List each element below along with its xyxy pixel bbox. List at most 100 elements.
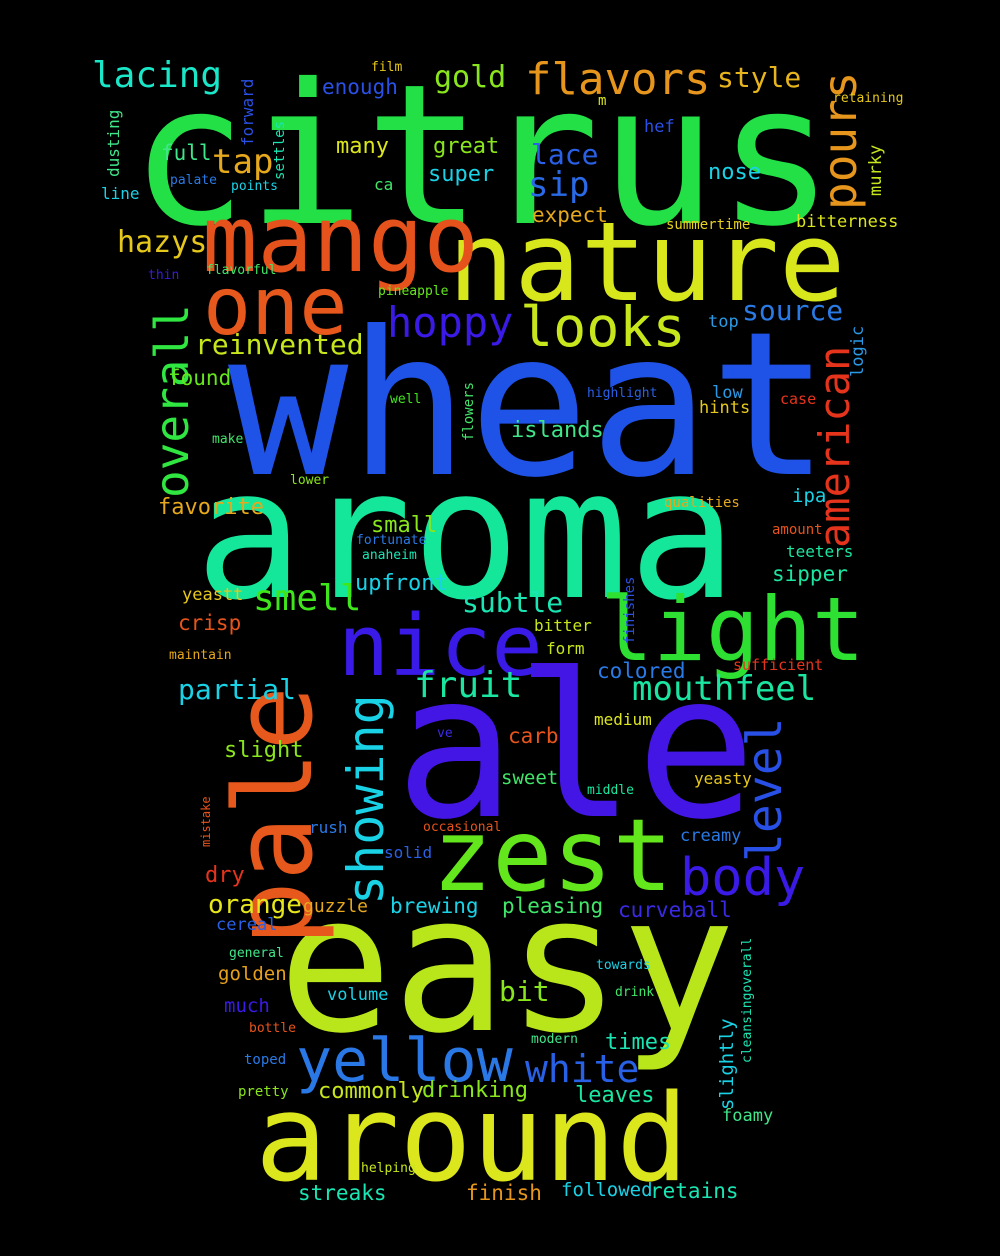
word-smell: smell — [253, 578, 362, 619]
word-occasional: occasional — [423, 820, 502, 835]
word-murky: murky — [866, 144, 887, 196]
word-fruit: fruit — [414, 665, 523, 706]
word-leaves: leaves — [575, 1083, 655, 1108]
word-favorite: favorite — [158, 495, 264, 520]
word-ale: ale — [395, 631, 757, 864]
word-top: top — [708, 312, 739, 332]
word-bit: bit — [499, 975, 550, 1008]
word-many: many — [336, 134, 389, 159]
word-m: m — [598, 93, 607, 109]
word-gold: gold — [434, 60, 507, 95]
word-around: around — [255, 1070, 689, 1209]
word-bottle: bottle — [249, 1021, 296, 1036]
word-level: level — [737, 717, 794, 863]
word-ve: ve — [437, 726, 453, 741]
word-carb: carb — [508, 724, 559, 748]
word-tap: tap — [212, 142, 274, 182]
word-flowers: flowers — [460, 381, 477, 441]
word-mouthfeel: mouthfeel — [632, 669, 817, 709]
word-bitterness: bitterness — [796, 212, 899, 232]
word-sip: sip — [528, 165, 590, 205]
word-easy: easy — [278, 854, 736, 1075]
word-cereal: cereal — [216, 915, 278, 935]
word-qualities: qualities — [664, 495, 740, 511]
word-form: form — [546, 639, 585, 658]
word-flavorful: flavorful — [206, 263, 277, 278]
word-sipper: sipper — [772, 562, 848, 586]
word-great: great — [433, 134, 500, 159]
word-lacing: lacing — [92, 55, 223, 96]
word-towards: towards — [596, 958, 651, 973]
word-nature: nature — [448, 198, 846, 326]
word-one: one — [203, 260, 348, 353]
word-retaining: retaining — [833, 91, 904, 106]
word-lace: lace — [531, 138, 599, 171]
word-light: light — [600, 578, 865, 681]
word-reinvented: reinvented — [195, 328, 364, 361]
word-general: general — [229, 946, 284, 961]
word-retains: retains — [650, 1179, 739, 1203]
word-drinking: drinking — [422, 1078, 528, 1103]
word-fortunate: fortunate — [356, 533, 427, 548]
word-enough: enough — [322, 75, 398, 99]
word-nice: nice — [338, 597, 543, 696]
word-curveball: curveball — [618, 898, 732, 922]
word-aroma: aroma — [195, 431, 737, 640]
word-toped: toped — [244, 1052, 287, 1068]
word-line: line — [101, 184, 140, 203]
word-islands: islands — [511, 418, 604, 443]
word-rush: rush — [309, 818, 348, 837]
word-volume: volume — [327, 985, 389, 1005]
word-teeters: teeters — [786, 542, 854, 561]
word-full: full — [161, 141, 212, 165]
word-amount: amount — [772, 522, 823, 538]
word-modern: modern — [531, 1032, 578, 1047]
word-style: style — [717, 61, 802, 94]
word-times: times — [605, 1030, 672, 1055]
word-medium: medium — [594, 710, 652, 729]
word-streaks: streaks — [298, 1181, 387, 1205]
word-crisp: crisp — [178, 611, 242, 635]
word-ipa: ipa — [792, 485, 827, 507]
word-golden: golden — [218, 963, 287, 985]
word-pleasing: pleasing — [502, 894, 604, 918]
word-helping: helping — [361, 1161, 416, 1176]
word-source: source — [742, 294, 844, 327]
word-solid: solid — [384, 843, 433, 862]
word-white: white — [525, 1047, 640, 1091]
word-overall: overall — [145, 304, 200, 498]
word-bitter: bitter — [534, 616, 592, 635]
word-colored: colored — [597, 659, 686, 683]
word-zest: zest — [432, 797, 673, 914]
word-sufficient: sufficient — [733, 656, 824, 674]
word-hef: hef — [644, 117, 675, 137]
word-forward: forward — [238, 78, 258, 146]
word-ca: ca — [374, 175, 394, 194]
word-foamy: foamy — [722, 1106, 774, 1126]
word-thin: thin — [148, 268, 180, 283]
word-lower: lower — [290, 473, 330, 488]
word-anaheim: anaheim — [362, 548, 417, 563]
word-make: make — [212, 432, 244, 447]
word-mistake: mistake — [198, 796, 213, 847]
word-upfront: upfront — [355, 571, 448, 596]
word-yellow: yellow — [296, 1026, 513, 1096]
word-mango: mango — [202, 186, 479, 293]
word-found: found — [168, 366, 232, 390]
word-hazys: hazys — [117, 225, 208, 260]
word-well: well — [390, 392, 422, 407]
word-slight: slight — [224, 738, 304, 763]
word-cleansingoverall: cleansingoverall — [739, 937, 755, 1063]
word-case: case — [780, 390, 817, 408]
word-drink: drink — [615, 985, 655, 1000]
word-small: small — [371, 513, 438, 538]
word-slightly: slightly — [716, 1018, 739, 1110]
word-hints: hints — [699, 398, 751, 418]
word-palate: palate — [170, 173, 217, 188]
word-dusting: dusting — [104, 109, 124, 177]
word-highlight: highlight — [587, 386, 658, 401]
word-orange: orange — [208, 890, 302, 920]
word-middle: middle — [587, 783, 634, 798]
word-settles: settles — [271, 120, 288, 180]
